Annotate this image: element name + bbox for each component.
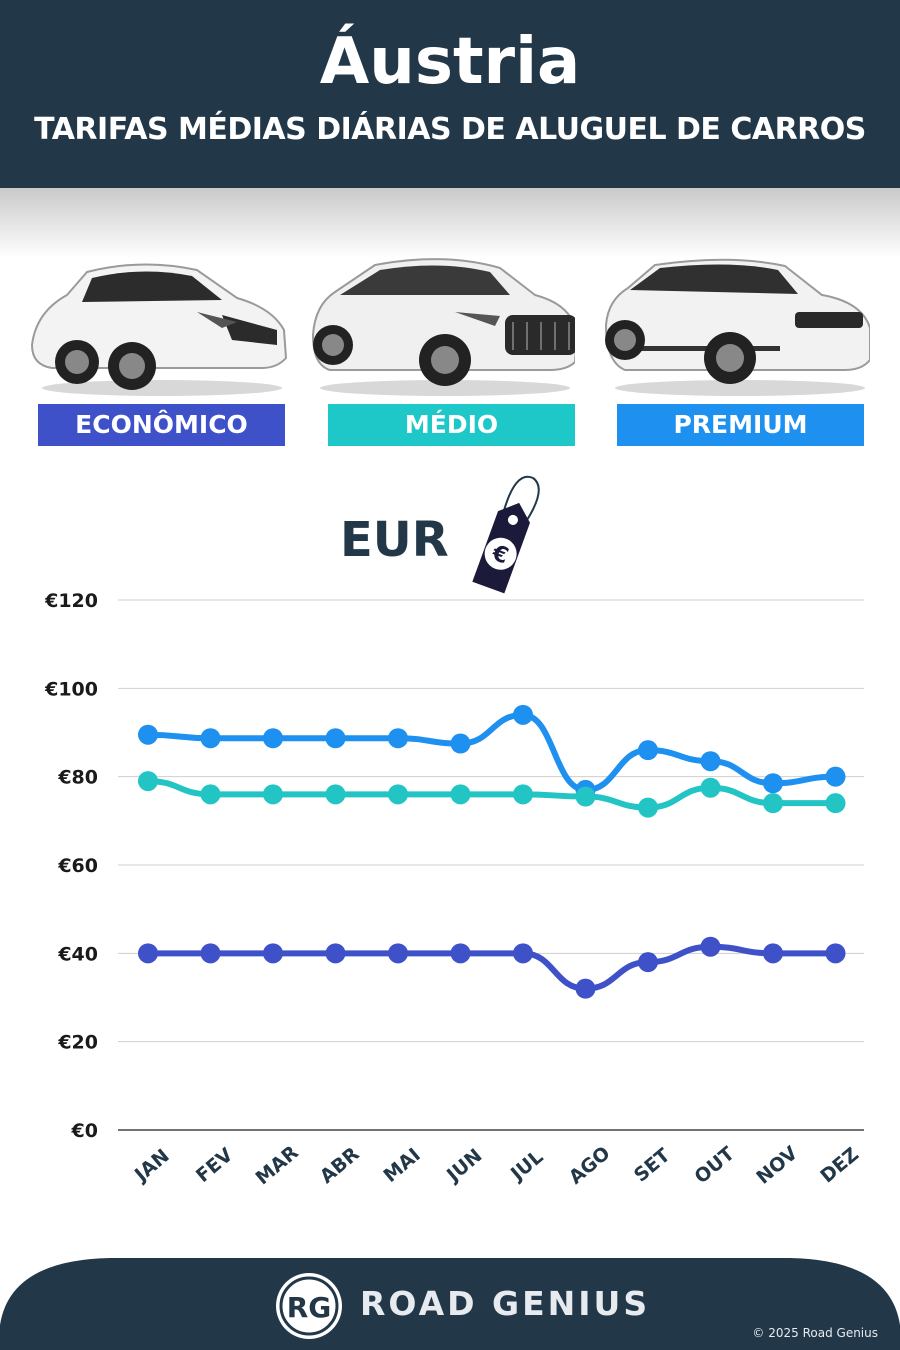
series-line (145, 711, 839, 793)
logo-text: RG (287, 1291, 332, 1324)
x-tick-label: MAR (252, 1141, 303, 1189)
data-point (138, 943, 158, 964)
data-point (513, 784, 533, 805)
x-tick-label: AGO (565, 1142, 615, 1189)
data-point (263, 943, 283, 964)
data-point (388, 784, 408, 805)
data-point (325, 728, 346, 749)
y-tick-label: €80 (57, 767, 98, 789)
data-point (638, 952, 658, 973)
x-tick-label: DEZ (816, 1143, 863, 1187)
data-point (200, 728, 221, 749)
x-tick-label: ABR (316, 1143, 364, 1188)
x-tick-label: JUN (441, 1145, 486, 1188)
data-point (638, 740, 658, 761)
brand-name: ROAD GENIUS (360, 1284, 651, 1323)
data-point (450, 943, 471, 964)
data-point (825, 766, 846, 787)
data-point (388, 728, 408, 749)
header-shadow (0, 188, 900, 258)
x-axis-tick-labels: JAN FEV MAR ABR MAI JUN JUL AGO SET OUT NOV DEZ (129, 1141, 863, 1189)
data-point (700, 751, 721, 772)
category-label-premium: PREMIUM (617, 404, 864, 446)
euro-price-tag-icon: € (472, 475, 540, 594)
data-point (263, 728, 283, 749)
page-title: Áustria (319, 25, 581, 99)
data-point (200, 943, 221, 964)
midsize-car-image (311, 258, 575, 396)
data-point (263, 784, 283, 805)
data-point (825, 943, 846, 964)
category-label-economy: ECONÔMICO (38, 404, 285, 446)
y-tick-label: €100 (44, 678, 98, 700)
euro-symbol: € (488, 540, 512, 569)
x-tick-label: MAI (379, 1144, 424, 1187)
chart-gridlines (118, 599, 864, 1131)
data-point (825, 793, 846, 814)
chart-series (138, 704, 846, 999)
data-point (575, 978, 596, 999)
premium-car-image (604, 258, 870, 396)
page-subtitle: TARIFAS MÉDIAS DIÁRIAS DE ALUGUEL DE CAR… (34, 112, 866, 147)
y-tick-label: €120 (44, 590, 98, 612)
economy-car-image (30, 263, 288, 396)
data-point (325, 784, 346, 805)
data-point (700, 936, 721, 957)
y-tick-label: €20 (57, 1032, 98, 1054)
data-point (513, 704, 533, 725)
data-point (763, 793, 783, 814)
road-genius-logo-icon: RG (276, 1273, 342, 1339)
x-tick-label: NOV (752, 1142, 802, 1189)
category-label-midsize: MÉDIO (328, 404, 575, 446)
x-tick-label: FEV (192, 1144, 238, 1187)
x-tick-label: OUT (691, 1143, 739, 1189)
header-banner: Áustria TARIFAS MÉDIAS DIÁRIAS DE ALUGUE… (0, 0, 900, 188)
data-point (763, 943, 783, 964)
y-axis-tick-labels: €0 €20 €40 €60 €80 €100 €120 (44, 590, 98, 1142)
data-point (450, 733, 471, 754)
data-point (325, 943, 346, 964)
x-tick-label: JUL (505, 1146, 547, 1186)
data-point (575, 786, 596, 807)
data-point (700, 777, 721, 798)
x-tick-label: SET (630, 1144, 675, 1186)
data-point (200, 784, 221, 805)
copyright-text: © 2025 Road Genius (752, 1326, 878, 1340)
data-point (138, 724, 158, 745)
x-tick-label: JAN (129, 1145, 174, 1187)
data-point (763, 773, 783, 794)
rental-rates-line-chart: €0 €20 €40 €60 €80 €100 €120 JAN FEV MAR ABR MAI JU… (44, 590, 864, 1189)
currency-label: EUR (340, 512, 449, 568)
y-tick-label: €0 (71, 1120, 98, 1142)
data-point (388, 943, 408, 964)
data-point (450, 784, 471, 805)
footer-band (0, 1258, 900, 1350)
data-point (638, 797, 658, 818)
y-tick-label: €60 (57, 855, 98, 877)
data-point (513, 943, 533, 964)
series-line (145, 778, 839, 811)
y-tick-label: €40 (57, 943, 98, 965)
data-point (138, 771, 158, 792)
